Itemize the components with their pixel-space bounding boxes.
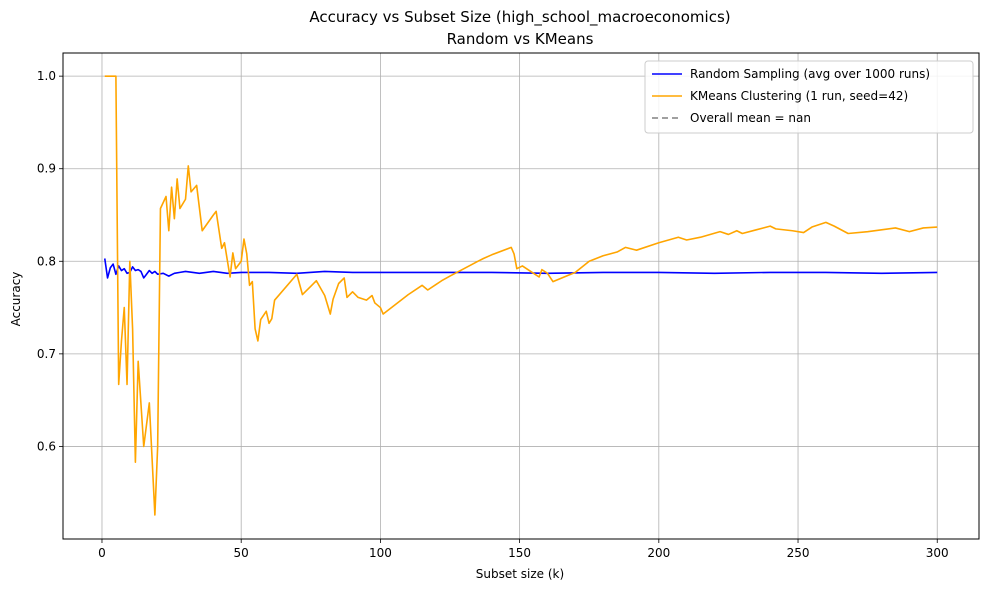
y-tick-label: 0.8 — [37, 254, 56, 268]
x-axis-label: Subset size (k) — [476, 567, 564, 581]
legend-box — [644, 60, 974, 134]
legend-label-2: KMeans Clustering (1 run, seed=42) — [690, 89, 908, 103]
y-tick-label: 0.9 — [37, 162, 56, 176]
series-layer — [103, 75, 938, 516]
x-tick-label: 0 — [98, 546, 106, 560]
x-tick-label: 250 — [787, 546, 810, 560]
legend: Random Sampling (avg over 1000 runs) KMea… — [644, 60, 974, 134]
y-tick-label: 1.0 — [37, 69, 56, 83]
y-tick-label: 0.7 — [37, 347, 56, 361]
x-tick-label: 200 — [647, 546, 670, 560]
legend-label-3: Overall mean = nan — [690, 111, 811, 125]
tick-layer: 0 50 100 150 200 250 300 0.6 0.7 0.8 0.9 1.0 — [37, 69, 949, 560]
y-axis-label: Accuracy — [9, 272, 23, 327]
series-line-1 — [103, 258, 938, 279]
x-tick-label: 300 — [926, 546, 949, 560]
legend-label-1: Random Sampling (avg over 1000 runs) — [690, 67, 930, 81]
series-line-2 — [104, 75, 938, 516]
x-tick-label: 50 — [234, 546, 249, 560]
chart-subtitle: Random vs KMeans — [447, 30, 594, 48]
axes-frame — [62, 52, 980, 540]
x-tick-label: 150 — [508, 546, 531, 560]
chart-title: Accuracy vs Subset Size (high_school_mac… — [309, 8, 730, 27]
x-tick-label: 100 — [369, 546, 392, 560]
grid-lines — [63, 53, 979, 539]
y-tick-label: 0.6 — [37, 439, 56, 453]
